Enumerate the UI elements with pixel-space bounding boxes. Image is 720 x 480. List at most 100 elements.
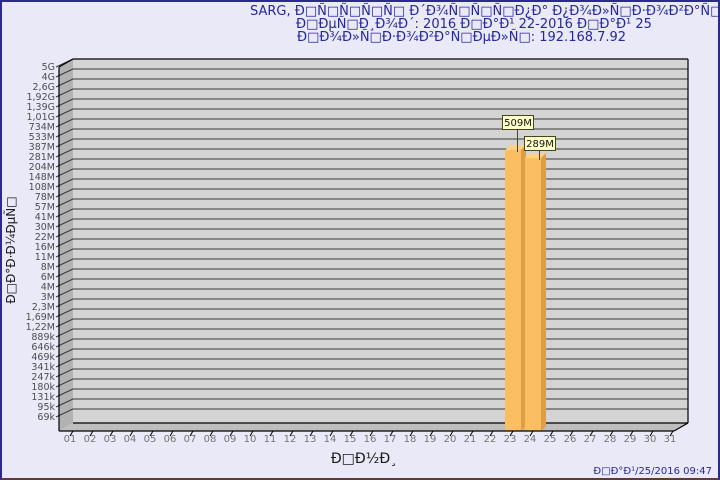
y-tick-label: 281M — [29, 152, 55, 163]
y-tick-label: 78M — [35, 192, 55, 203]
bar — [505, 150, 521, 431]
y-axis-title: Đ□Đ°Đ·Đ¼ĐµÑ□ — [4, 196, 18, 304]
x-tick-label: 19 — [424, 434, 437, 445]
y-tick-label: 2,3M — [32, 302, 55, 313]
x-tick-label: 01 — [64, 434, 77, 445]
x-tick-label: 25 — [544, 434, 557, 445]
x-tick-label: 22 — [484, 434, 497, 445]
x-tick — [129, 430, 134, 437]
y-tick-label: 2,6G — [33, 82, 55, 93]
x-tick-label: 06 — [164, 434, 177, 445]
y-tick-label: 469k — [31, 352, 55, 363]
x-tick-label: 23 — [504, 434, 517, 445]
y-tick-label: 41M — [35, 212, 55, 223]
x-tick-label: 29 — [624, 434, 637, 445]
x-tick-label: 04 — [124, 434, 137, 445]
bar-value-label: 289M — [526, 139, 554, 150]
x-tick-label: 14 — [324, 434, 337, 445]
y-tick-label: 387M — [29, 142, 55, 153]
bar-top-face — [525, 153, 546, 158]
bar-value-box — [524, 136, 556, 151]
x-tick — [589, 430, 594, 437]
x-tick — [289, 430, 294, 437]
y-tick-label: 57M — [35, 202, 55, 213]
y-tick-label: 69k — [37, 412, 55, 423]
plot-edge — [673, 422, 689, 432]
bar-value-box — [502, 115, 534, 130]
generated-timestamp: Đ□Đ°Đ¹/25/2016 09:47 — [593, 466, 712, 477]
y-tick-label: 180k — [31, 382, 55, 393]
y-tick-label: 247k — [31, 372, 55, 383]
x-tick-label: 08 — [204, 434, 217, 445]
x-tick — [309, 430, 314, 437]
x-tick-label: 10 — [244, 434, 257, 445]
x-tick-label: 28 — [604, 434, 617, 445]
x-tick — [609, 430, 614, 437]
y-tick-label: 4M — [41, 282, 55, 293]
x-tick-label: 07 — [184, 434, 197, 445]
x-tick — [369, 430, 374, 437]
x-tick — [529, 430, 534, 437]
x-tick-label: 16 — [364, 434, 377, 445]
x-tick — [189, 430, 194, 437]
plot-edge — [58, 58, 74, 68]
y-tick-label: 3M — [41, 292, 55, 303]
x-tick-label: 18 — [404, 434, 417, 445]
x-tick — [449, 430, 454, 437]
y-tick-label: 22M — [35, 232, 55, 243]
x-tick-label: 30 — [644, 434, 657, 445]
y-tick-label: 341k — [31, 362, 55, 373]
x-tick-label: 02 — [84, 434, 97, 445]
x-tick-label: 15 — [344, 434, 357, 445]
left-wall — [59, 59, 73, 431]
x-tick-label: 27 — [584, 434, 597, 445]
x-tick — [169, 430, 174, 437]
floor — [59, 423, 688, 431]
y-tick-label: 11M — [35, 252, 55, 263]
bar-top-face — [505, 145, 526, 150]
x-tick — [489, 430, 494, 437]
y-tick-label: 30M — [35, 222, 55, 233]
y-tick-label: 1,69M — [26, 312, 55, 323]
y-tick-label: 5G — [42, 62, 55, 73]
y-tick-label: 1,01G — [26, 112, 55, 123]
x-tick — [229, 430, 234, 437]
x-tick — [269, 430, 274, 437]
x-tick-label: 05 — [144, 434, 157, 445]
x-tick — [69, 430, 74, 437]
y-tick-label: 204M — [29, 162, 55, 173]
bar-value-label: 509M — [504, 118, 532, 129]
x-tick — [349, 430, 354, 437]
x-tick-label: 21 — [464, 434, 477, 445]
x-tick — [629, 430, 634, 437]
y-tick-label: 108M — [29, 182, 55, 193]
x-tick — [409, 430, 414, 437]
y-tick-label: 8M — [41, 262, 55, 273]
x-tick — [89, 430, 94, 437]
x-tick — [569, 430, 574, 437]
y-tick-label: 1,22M — [26, 322, 55, 333]
y-tick-label: 6M — [41, 272, 55, 283]
y-tick-label: 646k — [31, 342, 55, 353]
x-tick — [109, 430, 114, 437]
x-tick — [209, 430, 214, 437]
y-tick-label: 4G — [42, 72, 55, 83]
y-tick-label: 16M — [35, 242, 55, 253]
report-period: Đ□ĐµÑ□Đ¸Đ¾Đ´: 2016 Đ□Đ°Đ¹ 22-2016 Đ□Đ°Đ¹… — [296, 17, 652, 32]
y-tick-label: 533M — [29, 132, 55, 143]
x-axis-title: Đ□Đ½Đ¸ — [330, 451, 398, 467]
x-tick-label: 31 — [664, 434, 677, 445]
back-wall — [73, 59, 688, 423]
x-tick — [669, 430, 674, 437]
x-tick — [649, 430, 654, 437]
y-tick-label: 148M — [29, 172, 55, 183]
x-tick — [549, 430, 554, 437]
x-tick-label: 09 — [224, 434, 237, 445]
x-tick-label: 13 — [304, 434, 317, 445]
y-tick-label: 95k — [37, 402, 55, 413]
bar — [525, 158, 541, 431]
x-tick-label: 20 — [444, 434, 457, 445]
y-tick-label: 734M — [29, 122, 55, 133]
